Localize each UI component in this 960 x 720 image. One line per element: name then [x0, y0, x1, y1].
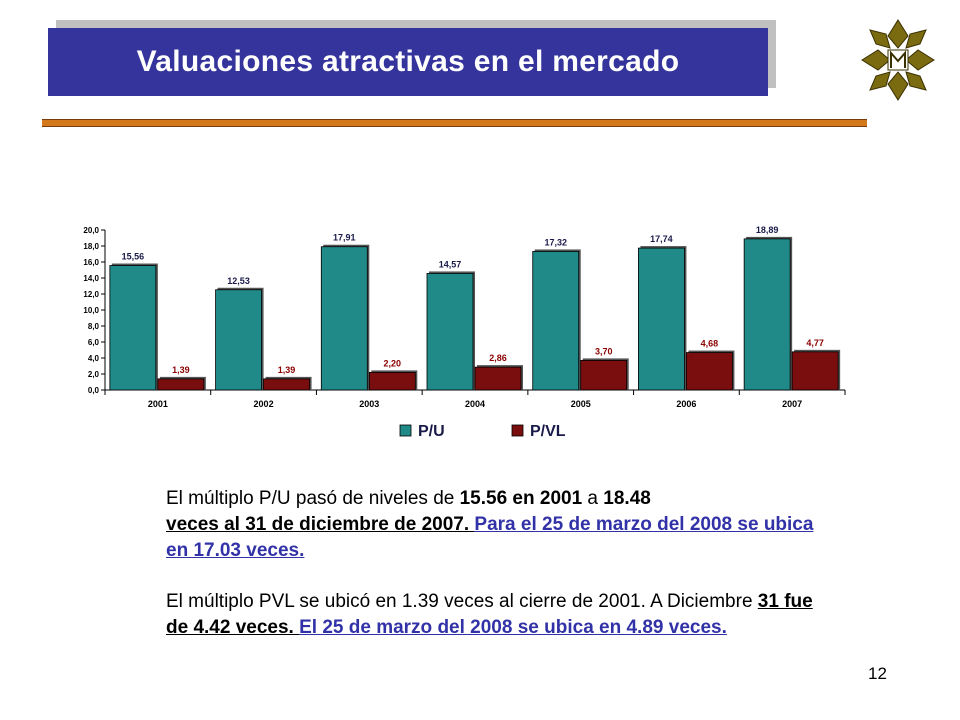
- bar-pu: [426, 273, 474, 391]
- commentary: El múltiplo P/U pasó de niveles de 15.56…: [166, 486, 826, 641]
- logo-icon: [861, 19, 935, 101]
- p2-text-a: El múltiplo PVL se ubicó en 1.39 veces a…: [166, 591, 758, 612]
- y-tick-label: 16,0: [83, 258, 99, 267]
- bar-pvl: [263, 378, 310, 391]
- y-tick-label: 10,0: [83, 306, 99, 315]
- data-label-pvl: 2,20: [384, 358, 402, 368]
- divider-rule: [42, 119, 867, 127]
- data-label-pu: 17,91: [333, 233, 356, 243]
- data-label-pvl: 4,77: [806, 338, 824, 348]
- x-category-label: 2002: [254, 399, 274, 409]
- y-tick-label: 2,0: [88, 370, 100, 379]
- pe-pbv-bar-chart: 0,0 2,0 4,0 6,0 8,0 10,0 12,0 14,0 16,0 18,0 20,0 1…: [83, 225, 846, 440]
- bar-pvl: [157, 378, 205, 391]
- x-category-label: 2003: [359, 399, 379, 409]
- data-label-pu: 17,74: [650, 234, 673, 244]
- y-tick-label: 4,0: [88, 354, 100, 363]
- x-category-label: 2001: [148, 399, 168, 409]
- p1-blue-link: Para el 25 de marzo del 2008 se ubica en…: [166, 514, 814, 561]
- data-label-pvl: 3,70: [595, 346, 613, 356]
- data-label-pu: 18,89: [756, 225, 779, 235]
- x-category-label: 2004: [465, 399, 485, 409]
- x-category-label: 2007: [782, 399, 802, 409]
- p1-bold-underlined: veces al 31 de diciembre de 2007.: [166, 514, 475, 535]
- y-tick-label: 0,0: [88, 386, 100, 395]
- page-number: 12: [868, 664, 887, 683]
- bar-pvl: [791, 351, 839, 391]
- paragraph-pvl: El múltiplo PVL se ubicó en 1.39 veces a…: [166, 589, 826, 641]
- bar-pvl: [686, 352, 733, 391]
- y-tick-label: 12,0: [83, 290, 99, 299]
- x-category-label: 2005: [571, 399, 591, 409]
- bar-pu: [743, 238, 791, 391]
- y-tick-label: 14,0: [83, 274, 99, 283]
- paragraph-pu: El múltiplo P/U pasó de niveles de 15.56…: [166, 486, 826, 564]
- p1-text-a: El múltiplo P/U pasó de niveles de: [166, 488, 460, 509]
- data-label-pu: 12,53: [227, 276, 250, 286]
- data-label-pvl: 2,86: [489, 353, 507, 363]
- legend-label-pu: P/U: [418, 423, 445, 440]
- data-label-pvl: 4,68: [701, 339, 719, 349]
- y-tick-label: 6,0: [88, 338, 100, 347]
- legend-label-pvl: P/VL: [530, 423, 566, 440]
- p2-bold-underlined: 31 fue de 4.42 veces.: [166, 591, 813, 638]
- bar-pvl: [580, 359, 628, 391]
- p1-bold-a: 15.56 en 2001: [459, 488, 583, 509]
- legend-swatch-pvl: [511, 424, 524, 437]
- data-label-pvl: 1,39: [278, 365, 296, 375]
- data-label-pu: 17,32: [544, 237, 567, 247]
- bar-pu: [638, 247, 685, 391]
- bar-pu: [215, 289, 262, 391]
- bar-pu: [320, 246, 368, 391]
- p2-blue-link: El 25 de marzo del 2008 se ubica en 4.89…: [299, 617, 727, 638]
- bar-pu: [532, 251, 580, 391]
- page-title: Valuaciones atractivas en el mercado: [48, 28, 768, 96]
- p1-text-b: a: [582, 488, 604, 509]
- bar-pvl: [368, 371, 416, 391]
- data-label-pvl: 1,39: [172, 365, 190, 375]
- legend-swatch-pu: [399, 424, 412, 437]
- data-label-pu: 15,56: [122, 252, 145, 262]
- y-tick-label: 20,0: [83, 226, 99, 235]
- data-label-pu: 14,57: [439, 259, 462, 269]
- y-tick-label: 8,0: [88, 322, 100, 331]
- bar-pvl: [474, 366, 522, 391]
- bar-pu: [109, 265, 157, 391]
- y-tick-label: 18,0: [83, 242, 99, 251]
- x-category-label: 2006: [676, 399, 696, 409]
- p1-bold-b: 18.48: [603, 488, 651, 509]
